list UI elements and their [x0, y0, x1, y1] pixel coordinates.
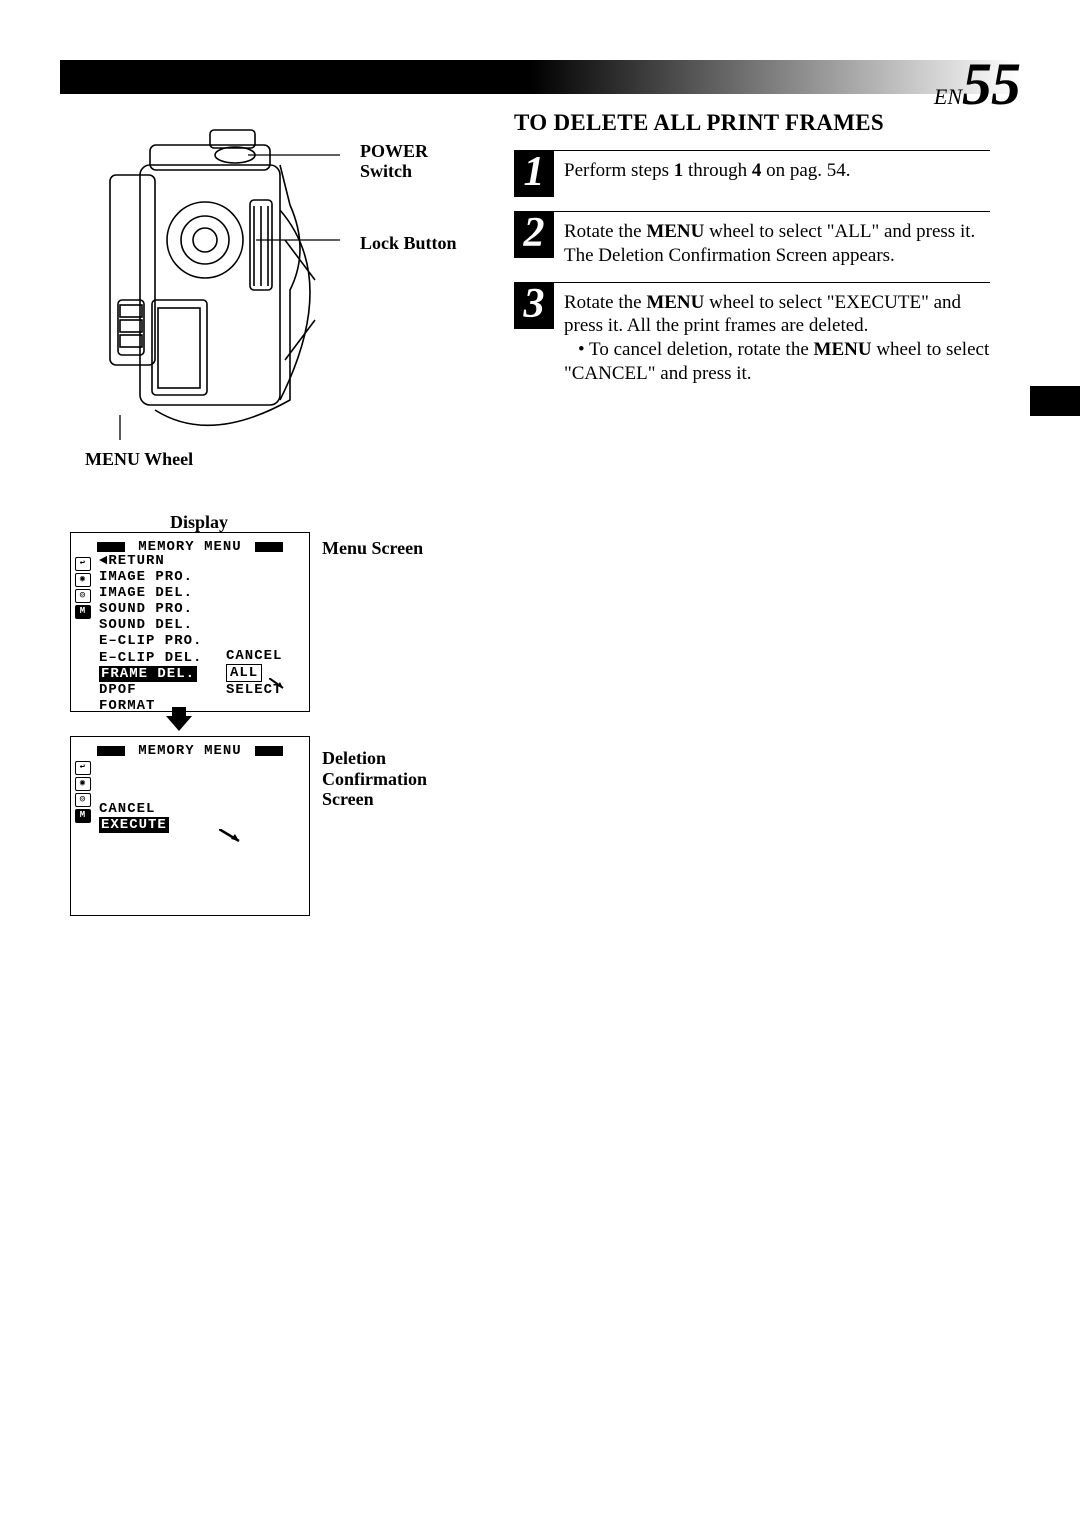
menu-items: ◄RETURNIMAGE PRO.IMAGE DEL.SOUND PRO.SOU… [99, 553, 202, 714]
camera-illustration [80, 110, 340, 440]
arrow-down-icon [166, 716, 192, 731]
display-label: Display [170, 512, 228, 533]
confirm-screen-label: Deletion Confirmation Screen [322, 748, 427, 810]
submenu-item: CANCEL [226, 648, 282, 664]
callout-lock-button: Lock Button [360, 234, 457, 254]
submenu-pointer-icon [269, 678, 289, 692]
instruction-step: 2Rotate the MENU wheel to select "ALL" a… [514, 211, 990, 268]
step-body: Rotate the MENU wheel to select "ALL" an… [564, 220, 990, 268]
camera-icon: ◉ [75, 777, 91, 791]
confirm-header-text: MEMORY MENU [134, 743, 245, 759]
confirm-item: EXECUTE [99, 817, 169, 833]
submenu-item-boxed: ALL [226, 664, 262, 682]
page-en-prefix: EN [934, 84, 962, 109]
menu-sidebar-icons: ↩ ◉ ◎ M [75, 557, 93, 621]
instructions-column: TO DELETE ALL PRINT FRAMES 1 Perform step… [514, 110, 990, 400]
menu-header-bar-icon [255, 542, 283, 552]
edge-tab [1030, 386, 1080, 416]
return-icon: ↩ [75, 761, 91, 775]
confirm-pointer-icon [219, 829, 247, 847]
callout-power-switch: POWER Switch [360, 142, 428, 182]
callout-menu-wheel: MENU Wheel [85, 450, 193, 470]
menu-item: ◄RETURN [99, 553, 202, 569]
disc-icon: ◎ [75, 793, 91, 807]
disc-icon: ◎ [75, 589, 91, 603]
menu-item: IMAGE DEL. [99, 585, 202, 601]
menu-screen-label: Menu Screen [322, 538, 423, 559]
step-number: 3 [514, 283, 554, 329]
section-heading: TO DELETE ALL PRINT FRAMES [514, 110, 990, 136]
page-num: 55 [962, 51, 1020, 117]
menu-header-bar-icon [97, 542, 125, 552]
page-number: EN55 [934, 50, 1020, 119]
menu-item-selected: FRAME DEL. [99, 666, 197, 682]
step-number: 2 [514, 212, 554, 258]
confirm-item-selected: EXECUTE [99, 817, 169, 833]
confirm-header-bar-icon [255, 746, 283, 756]
menu-item: FORMAT [99, 698, 202, 714]
step-body: Perform steps 1 through 4 on pag. 54. [564, 159, 990, 197]
page-frame: EN55 [60, 60, 1020, 1480]
return-icon: ↩ [75, 557, 91, 571]
instruction-step: 1 Perform steps 1 through 4 on pag. 54. [514, 150, 990, 197]
step-number: 1 [514, 151, 554, 197]
menu-item: SOUND DEL. [99, 617, 202, 633]
menu-item: DPOF [99, 682, 202, 698]
confirm-screen: MEMORY MENU ↩ ◉ ◎ M CANCELEXECUTE [70, 736, 310, 916]
confirm-header: MEMORY MENU [79, 743, 301, 760]
camera-icon: ◉ [75, 573, 91, 587]
memory-icon: M [75, 809, 91, 823]
menu-item: FRAME DEL. [99, 666, 202, 682]
memory-icon: M [75, 605, 91, 619]
menu-item: SOUND PRO. [99, 601, 202, 617]
menu-screen: MEMORY MENU ↩ ◉ ◎ M ◄RETURNIMAGE PRO.IMA… [70, 532, 310, 712]
header-bar-left [60, 60, 530, 94]
confirm-item: CANCEL [99, 801, 169, 817]
instruction-step: 3Rotate the MENU wheel to select "EXECUT… [514, 282, 990, 386]
confirm-sidebar-icons: ↩ ◉ ◎ M [75, 761, 93, 825]
confirm-items: CANCELEXECUTE [99, 801, 169, 833]
menu-item: E–CLIP PRO. [99, 633, 202, 649]
menu-item: IMAGE PRO. [99, 569, 202, 585]
menu-item: E–CLIP DEL. [99, 650, 202, 666]
confirm-header-bar-icon [97, 746, 125, 756]
step-body: Rotate the MENU wheel to select "EXECUTE… [564, 291, 990, 386]
